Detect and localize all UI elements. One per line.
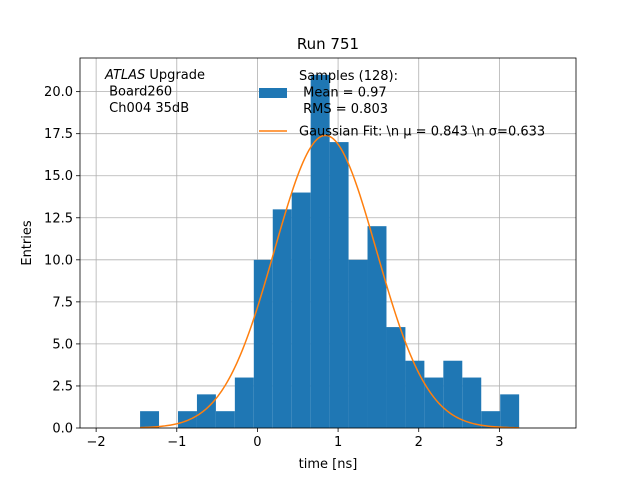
annotation-line: ATLAS Upgrade bbox=[104, 68, 205, 83]
y-tick-label: 17.5 bbox=[44, 127, 73, 142]
histogram-bar bbox=[291, 192, 311, 428]
histogram-bar bbox=[196, 394, 216, 428]
x-axis-ticks: −2 −1 0 1 2 3 bbox=[87, 428, 504, 450]
y-tick-label: 20.0 bbox=[44, 85, 73, 100]
histogram-bar bbox=[310, 74, 330, 429]
annotation-text: Ch004 35dB bbox=[105, 101, 189, 116]
annotation-line: Ch004 35dB bbox=[105, 101, 189, 116]
y-axis-ticks: 0.0 2.5 5.0 7.5 10.0 12.5 15.0 17.5 20.0 bbox=[44, 85, 80, 437]
histogram-bar bbox=[140, 411, 160, 428]
chart-title: Run 751 bbox=[297, 35, 359, 53]
y-tick-label: 15.0 bbox=[44, 169, 73, 184]
y-tick-label: 7.5 bbox=[52, 295, 73, 310]
plot-frame bbox=[79, 57, 577, 429]
x-tick-label: 1 bbox=[334, 435, 342, 450]
legend-label-samples: Mean = 0.97 bbox=[299, 86, 387, 101]
y-tick-label: 5.0 bbox=[52, 337, 73, 352]
y-axis-title: Entries bbox=[20, 220, 35, 266]
legend-patch-samples bbox=[259, 88, 287, 98]
annotation-text: Board260 bbox=[105, 85, 172, 100]
y-tick-label: 0.0 bbox=[52, 422, 73, 437]
legend: Samples (128): Mean = 0.97 RMS = 0.803 Ga… bbox=[259, 69, 545, 140]
histogram-bar bbox=[234, 377, 254, 428]
x-tick-label: −2 bbox=[87, 435, 106, 450]
annotation-text: Upgrade bbox=[145, 68, 205, 83]
histogram-bar bbox=[386, 327, 406, 428]
annotation-line: Board260 bbox=[105, 85, 172, 100]
histogram-bar bbox=[481, 411, 501, 428]
histogram-bar bbox=[405, 360, 425, 428]
histogram-bar bbox=[500, 394, 520, 428]
x-axis-title: time [ns] bbox=[299, 457, 358, 472]
histogram-bar bbox=[215, 411, 235, 428]
legend-label-gaussian: Gaussian Fit: \n μ = 0.843 \n σ=0.633 bbox=[299, 125, 545, 140]
x-tick-label: 3 bbox=[495, 435, 503, 450]
gaussian-fit-curve bbox=[140, 134, 520, 429]
y-tick-label: 2.5 bbox=[52, 379, 73, 394]
histogram-bar bbox=[329, 142, 349, 428]
histogram-bar bbox=[253, 259, 273, 428]
y-tick-label: 10.0 bbox=[44, 253, 73, 268]
histogram-bar bbox=[272, 209, 292, 428]
x-tick-label: 2 bbox=[415, 435, 423, 450]
histogram-bars bbox=[140, 74, 520, 429]
atlas-annotation: ATLAS Upgrade Board260 Ch004 35dB bbox=[104, 68, 205, 116]
annotation-italic: ATLAS bbox=[104, 68, 145, 83]
histogram-bar bbox=[348, 259, 368, 428]
y-tick-label: 12.5 bbox=[44, 211, 73, 226]
legend-label-samples: Samples (128): bbox=[299, 69, 398, 84]
histogram-bar bbox=[424, 377, 444, 428]
histogram-bar bbox=[367, 226, 387, 428]
x-tick-label: −1 bbox=[167, 435, 186, 450]
legend-label-samples: RMS = 0.803 bbox=[299, 102, 388, 117]
x-tick-label: 0 bbox=[253, 435, 261, 450]
histogram-bar bbox=[462, 377, 482, 428]
